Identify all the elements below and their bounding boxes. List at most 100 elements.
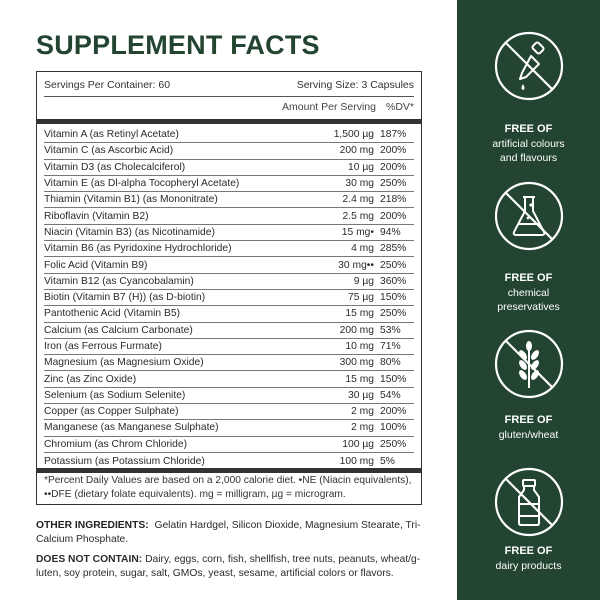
nutrient-name: Chromium (as Chrom Chloride) xyxy=(44,438,188,450)
badge-sub: preservatives xyxy=(497,301,560,313)
nutrient-amount: 30 mg xyxy=(345,178,374,190)
does-not-contain: DOES NOT CONTAIN: Dairy, eggs, corn, fis… xyxy=(36,553,436,581)
badge-sub: gluten/wheat xyxy=(498,429,559,441)
nutrient-amount: 15 mg xyxy=(345,308,374,320)
nutrient-amount: 200 mg xyxy=(339,324,374,336)
supplement-facts-table: Servings Per Container: 60 Serving Size:… xyxy=(36,71,422,505)
nutrient-amount: 30 µg xyxy=(348,389,374,401)
table-row: Riboflavin (Vitamin B2) 2.5 mg 200% xyxy=(44,208,414,225)
label-panel: SUPPLEMENT FACTS Servings Per Container:… xyxy=(36,30,436,581)
nutrient-name: Magnesium (as Magnesium Oxide) xyxy=(44,357,204,369)
badge-sub: and flavours xyxy=(499,152,558,164)
dv-header: %DV* xyxy=(385,101,414,113)
nutrient-dv: 80% xyxy=(380,357,401,369)
free-of-sidebar: FREE OF artificial colours and flavours … xyxy=(457,0,600,600)
nutrient-amount: 1,500 µg xyxy=(333,129,374,141)
badge-title: FREE OF xyxy=(504,123,553,135)
nutrient-dv: 250% xyxy=(380,308,407,320)
table-row: Biotin (Vitamin B7 (H)) (as D-biotin) 75 … xyxy=(44,290,414,307)
badge-title: FREE OF xyxy=(504,414,553,426)
nutrient-amount: 9 µg xyxy=(353,275,374,287)
nutrient-amount: 2.4 mg xyxy=(342,194,374,206)
table-row: Iron (as Ferrous Furmate) 10 mg 71% xyxy=(44,339,414,356)
badge-sub: artificial colours xyxy=(492,138,565,150)
nutrient-dv: 218% xyxy=(380,194,407,206)
nutrient-dv: 200% xyxy=(380,406,407,418)
table-row: Vitamin D3 (as Cholecalciferol) 10 µg 200% xyxy=(44,160,414,176)
nutrient-dv: 250% xyxy=(380,438,407,450)
nutrient-name: Selenium (as Sodium Selenite) xyxy=(44,389,186,401)
table-row: Folic Acid (Vitamin B9) 30 mg•• 250% xyxy=(44,257,414,274)
footnote: *Percent Daily Values are based on a 2,0… xyxy=(44,475,412,500)
table-row: Vitamin B12 (as Cyancobalamin) 9 µg 360% xyxy=(44,274,414,290)
does-not-contain-label: DOES NOT CONTAIN: xyxy=(36,554,143,565)
table-row: Zinc (as Zinc Oxide) 15 mg 150% xyxy=(44,371,414,388)
nutrient-name: Vitamin A (as Retinyl Acetate) xyxy=(44,129,179,141)
flask-crossed-icon xyxy=(494,181,564,251)
table-row: Chromium (as Chrom Chloride) 100 µg 250% xyxy=(44,437,414,453)
wheat-crossed-icon xyxy=(494,329,564,399)
nutrient-amount: 2.5 mg xyxy=(342,210,374,222)
nutrient-dv: 250% xyxy=(380,259,407,271)
nutrient-amount: 2 mg xyxy=(351,406,374,418)
nutrient-dv: 71% xyxy=(380,341,401,352)
nutrient-dv: 5% xyxy=(380,455,395,467)
nutrient-dv: 54% xyxy=(380,389,401,401)
nutrient-dv: 150% xyxy=(380,373,407,385)
badge-sub: dairy products xyxy=(495,560,562,572)
nutrient-name: Niacin (Vitamin B3) (as Nicotinamide) xyxy=(44,226,215,238)
servings-per-container: Servings Per Container: 60 xyxy=(44,79,171,91)
column-headers: Amount Per Serving %DV* xyxy=(282,101,414,113)
does-not-contain-text: Dairy, eggs, corn, fish, shellfish, tree… xyxy=(36,554,421,579)
table-row: Calcium (as Calcium Carbonate) 200 mg 53% xyxy=(44,323,414,339)
table-row: Vitamin B6 (as Pyridoxine Hydrochloride)… xyxy=(44,241,414,258)
nutrient-name: Calcium (as Calcium Carbonate) xyxy=(44,324,193,336)
page-title: SUPPLEMENT FACTS xyxy=(36,30,320,60)
nutrient-dv: 53% xyxy=(380,324,401,336)
nutrient-name: Zinc (as Zinc Oxide) xyxy=(44,373,137,385)
amount-header: Amount Per Serving xyxy=(282,101,376,113)
other-ingredients: OTHER INGREDIENTS: Gelatin Hardgel, Sili… xyxy=(36,519,432,547)
nutrient-dv: 250% xyxy=(380,178,407,190)
table-row: Vitamin C (as Ascorbic Acid) 200 mg 200% xyxy=(44,143,414,160)
table-row: Copper (as Copper Sulphate) 2 mg 200% xyxy=(44,404,414,421)
nutrient-amount: 75 µg xyxy=(348,292,374,304)
divider xyxy=(44,96,414,97)
nutrient-name: Riboflavin (Vitamin B2) xyxy=(44,210,149,222)
nutrient-dv: 360% xyxy=(380,275,407,287)
nutrient-dv: 200% xyxy=(380,210,407,222)
dropper-crossed-icon xyxy=(494,31,564,101)
nutrient-dv: 187% xyxy=(380,129,407,141)
nutrient-amount: 4 mg xyxy=(351,243,374,255)
serving-info: Servings Per Container: 60 Serving Size:… xyxy=(44,79,414,91)
other-ingredients-text: Gelatin Hardgel, Silicon Dioxide, Magnes… xyxy=(36,520,421,545)
nutrient-name: Vitamin B12 (as Cyancobalamin) xyxy=(44,275,194,287)
nutrient-dv: 94% xyxy=(380,226,401,238)
nutrient-name: Pantothenic Acid (Vitamin B5) xyxy=(44,308,181,320)
nutrient-dv: 200% xyxy=(380,145,407,157)
nutrient-dv: 150% xyxy=(380,292,407,304)
nutrient-name: Vitamin D3 (as Cholecalciferol) xyxy=(44,161,186,173)
table-row: Niacin (Vitamin B3) (as Nicotinamide) 15 … xyxy=(44,225,414,242)
nutrient-name: Copper (as Copper Sulphate) xyxy=(44,406,179,418)
nutrient-amount: 300 mg xyxy=(339,357,374,369)
nutrient-amount: 15 mg xyxy=(345,373,374,385)
table-row: Vitamin E (as Dl-alpha Tocopheryl Acetat… xyxy=(44,176,414,193)
nutrient-name: Folic Acid (Vitamin B9) xyxy=(44,259,148,271)
table-row: Vitamin A (as Retinyl Acetate) 1,500 µg 18… xyxy=(44,127,414,144)
nutrient-name: Biotin (Vitamin B7 (H)) (as D-biotin) xyxy=(44,292,206,304)
milk-bottle-crossed-icon xyxy=(494,467,564,537)
nutrient-amount: 10 mg xyxy=(345,341,374,352)
nutrient-amount: 30 mg•• xyxy=(338,259,374,271)
nutrient-name: Potassium (as Potassium Chloride) xyxy=(44,455,205,467)
badge-title: FREE OF xyxy=(504,545,553,557)
nutrient-dv: 285% xyxy=(380,243,407,255)
nutrient-amount: 100 µg xyxy=(342,438,374,450)
nutrient-name: Thiamin (Vitamin B1) (as Mononitrate) xyxy=(44,194,218,206)
table-row: Thiamin (Vitamin B1) (as Mononitrate) 2.4… xyxy=(44,192,414,209)
nutrient-name: Manganese (as Manganese Sulphate) xyxy=(44,422,219,434)
badge-sub: chemical xyxy=(507,287,550,299)
nutrient-name: Vitamin B6 (as Pyridoxine Hydrochloride) xyxy=(44,243,232,255)
nutrient-rows: Vitamin A (as Retinyl Acetate) 1,500 µg 18… xyxy=(44,127,414,469)
nutrient-amount: 15 mg• xyxy=(341,226,374,238)
